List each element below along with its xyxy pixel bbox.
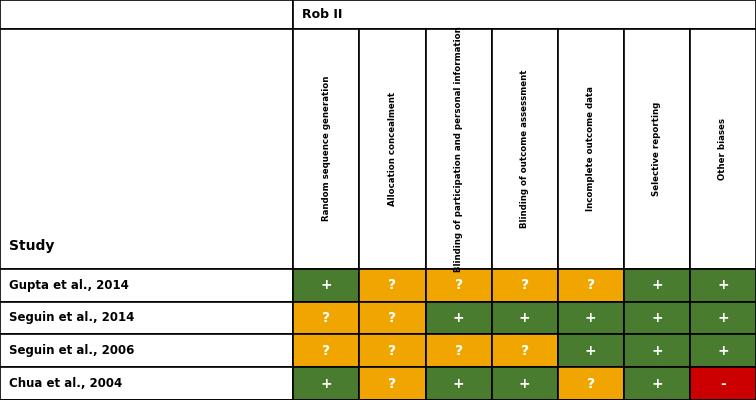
Bar	[558, 334, 624, 367]
Text: +: +	[519, 376, 531, 390]
Text: ?: ?	[389, 344, 397, 358]
Bar	[558, 302, 624, 334]
Text: +: +	[321, 376, 332, 390]
Bar	[426, 334, 491, 367]
Text: +: +	[717, 311, 729, 325]
Text: +: +	[651, 311, 663, 325]
Bar	[690, 367, 756, 400]
Text: +: +	[717, 278, 729, 292]
Bar	[558, 367, 624, 400]
Bar	[426, 29, 491, 269]
Text: +: +	[321, 278, 332, 292]
Bar	[0, 334, 293, 367]
Text: Random sequence generation: Random sequence generation	[322, 76, 331, 222]
Text: Selective reporting: Selective reporting	[652, 102, 662, 196]
Bar	[624, 334, 690, 367]
Text: ?: ?	[587, 376, 595, 390]
Text: ?: ?	[322, 344, 330, 358]
Text: ?: ?	[322, 311, 330, 325]
Bar	[293, 334, 359, 367]
Bar	[359, 269, 426, 302]
Bar	[359, 367, 426, 400]
Text: ?: ?	[521, 278, 528, 292]
Bar	[359, 29, 426, 269]
Bar	[624, 367, 690, 400]
Bar	[491, 334, 558, 367]
Text: Blinding of participation and personal information: Blinding of participation and personal i…	[454, 26, 463, 272]
Text: ?: ?	[587, 278, 595, 292]
Text: Seguin et al., 2006: Seguin et al., 2006	[9, 344, 135, 357]
Bar	[293, 302, 359, 334]
Text: Seguin et al., 2014: Seguin et al., 2014	[9, 312, 135, 324]
Text: ?: ?	[454, 278, 463, 292]
Text: -: -	[720, 376, 726, 390]
Text: +: +	[519, 311, 531, 325]
Bar	[491, 269, 558, 302]
Text: Chua et al., 2004: Chua et al., 2004	[9, 377, 122, 390]
Bar	[426, 269, 491, 302]
Bar	[624, 29, 690, 269]
Text: +: +	[453, 311, 464, 325]
Bar	[293, 367, 359, 400]
Bar	[426, 367, 491, 400]
Text: ?: ?	[389, 278, 397, 292]
Text: +: +	[651, 376, 663, 390]
Bar	[426, 302, 491, 334]
Text: Study: Study	[9, 239, 54, 253]
Text: Blinding of outcome assessment: Blinding of outcome assessment	[520, 70, 529, 228]
Bar	[0, 0, 293, 29]
Bar	[558, 269, 624, 302]
Bar	[0, 302, 293, 334]
Bar	[293, 269, 359, 302]
Bar	[690, 334, 756, 367]
Text: +: +	[651, 278, 663, 292]
Bar	[0, 367, 293, 400]
Bar	[558, 29, 624, 269]
Text: +: +	[453, 376, 464, 390]
Bar	[359, 334, 426, 367]
Bar	[293, 0, 756, 29]
Bar	[293, 29, 359, 269]
Text: Allocation concealment: Allocation concealment	[388, 92, 397, 206]
Bar	[624, 302, 690, 334]
Text: ?: ?	[389, 311, 397, 325]
Text: +: +	[651, 344, 663, 358]
Bar	[491, 367, 558, 400]
Text: +: +	[585, 344, 596, 358]
Bar	[491, 29, 558, 269]
Bar	[0, 29, 293, 269]
Bar	[690, 269, 756, 302]
Text: Incomplete outcome data: Incomplete outcome data	[586, 86, 595, 211]
Text: ?: ?	[454, 344, 463, 358]
Text: Gupta et al., 2014: Gupta et al., 2014	[9, 279, 129, 292]
Bar	[624, 269, 690, 302]
Text: Other biases: Other biases	[718, 118, 727, 180]
Bar	[690, 29, 756, 269]
Text: ?: ?	[389, 376, 397, 390]
Text: Rob II: Rob II	[302, 8, 342, 21]
Bar	[491, 302, 558, 334]
Bar	[690, 302, 756, 334]
Text: +: +	[717, 344, 729, 358]
Text: ?: ?	[521, 344, 528, 358]
Text: +: +	[585, 311, 596, 325]
Bar	[0, 269, 293, 302]
Bar	[359, 302, 426, 334]
